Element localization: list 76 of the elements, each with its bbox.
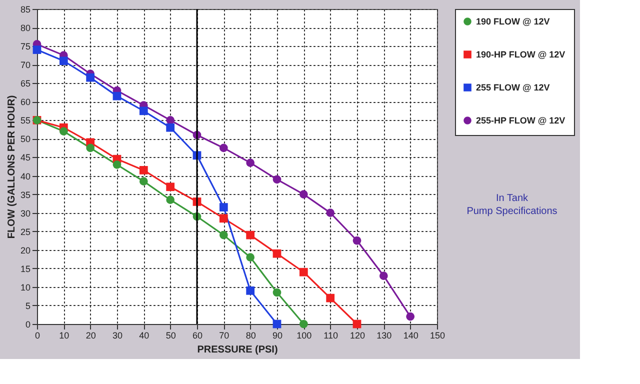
point: [326, 208, 335, 217]
x-tick-label: 120: [350, 330, 366, 340]
point: [112, 160, 122, 169]
y-tick-label: 60: [20, 97, 30, 108]
y-tick-label: 10: [20, 282, 30, 292]
point: [352, 320, 362, 328]
x-tick-label: 140: [403, 330, 418, 340]
point: [86, 73, 95, 82]
x-tick-label: 40: [139, 330, 150, 340]
y-tick-label: 80: [20, 23, 30, 34]
point: [299, 190, 308, 198]
y-tick-label: 0: [25, 320, 30, 330]
legend-label: 255-HP FLOW @ 12V: [476, 116, 566, 126]
point: [139, 106, 148, 116]
y-tick-label: 25: [20, 226, 30, 237]
x-tick-label: 20: [86, 330, 96, 340]
y-tick-label: 45: [20, 152, 30, 163]
y-tick-label: 75: [20, 42, 30, 52]
point: [246, 286, 255, 295]
y-axis-title: FLOW (GALLONS PER HOUR): [6, 95, 18, 239]
point: [272, 175, 282, 184]
x-tick-label: 50: [166, 330, 176, 340]
x-tick-label: 90: [272, 330, 283, 340]
y-tick-label: 15: [20, 264, 30, 274]
legend-label: 255 FLOW @ 12V: [476, 82, 550, 92]
point: [406, 312, 415, 321]
legend-label: 190 FLOW @ 12V: [476, 16, 550, 26]
y-tick-label: 70: [20, 60, 30, 70]
x-tick-label: 30: [112, 330, 123, 340]
point: [219, 214, 228, 223]
text: In Tank Pump Specifications: [466, 193, 558, 217]
legend-label: 190-HP FLOW @ 12V: [476, 50, 566, 60]
point: [299, 268, 308, 276]
point: [166, 123, 175, 132]
y-tick-label: 35: [20, 190, 30, 200]
x-tick-label: 150: [430, 330, 446, 340]
point: [272, 288, 282, 297]
y-tick-label: 20: [20, 245, 30, 256]
point: [246, 230, 255, 240]
point: [166, 182, 175, 192]
point: [32, 46, 42, 54]
point: [139, 177, 148, 186]
x-tick-label: 60: [192, 330, 203, 340]
point: [86, 144, 95, 152]
point: [326, 294, 335, 302]
x-axis-title: PRESSURE (PSI): [197, 344, 278, 356]
point: [139, 166, 148, 174]
point: [272, 320, 282, 328]
y-tick-label: 40: [20, 171, 30, 182]
x-tick-label: 0: [34, 330, 40, 340]
point: [352, 236, 362, 245]
x-tick-label: 130: [376, 330, 392, 340]
point: [59, 56, 68, 66]
x-tick-label: 10: [59, 330, 70, 340]
y-tick-label: 55: [20, 116, 30, 126]
y-tick-label: 65: [20, 78, 30, 89]
y-tick-label: 85: [20, 4, 30, 14]
x-tick-label: 80: [246, 330, 256, 340]
x-tick-label: 70: [219, 330, 230, 340]
x-tick-label: 110: [324, 330, 338, 340]
point: [219, 203, 228, 212]
point: [246, 158, 255, 167]
point: [59, 127, 68, 136]
point: [219, 144, 228, 152]
point: [219, 230, 228, 240]
point: [272, 249, 282, 258]
point: [379, 272, 388, 280]
point: [246, 253, 255, 262]
point: [299, 320, 308, 328]
point: [112, 92, 122, 100]
y-tick-label: 50: [20, 134, 30, 144]
point: [166, 196, 175, 204]
x-tick-label: 100: [296, 330, 312, 340]
y-tick-label: 30: [20, 208, 30, 218]
y-tick-label: 5: [25, 300, 30, 311]
point: [166, 116, 175, 124]
